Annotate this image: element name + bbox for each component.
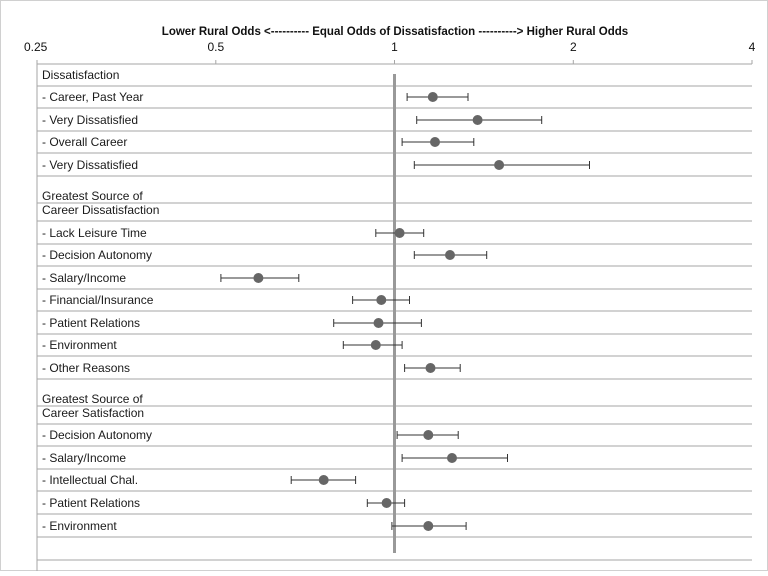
estimate-point [376,295,387,305]
estimate-point [445,250,455,260]
row-label: - Environment [42,338,117,352]
row-grid-and-labels: Dissatisfaction - Career, Past Year - Very… [37,68,752,561]
x-axis-ticks: 0.25 0.5 1 2 4 [24,40,756,64]
row-label: - Overall Career [42,135,127,149]
estimate-row [333,318,422,328]
estimate-row [352,295,410,305]
group-label-line: Career Dissatisfaction [42,203,159,217]
estimate-row [290,475,357,485]
estimate-point [381,498,392,508]
estimate-row [366,498,406,508]
row-label: - Other Reasons [42,361,130,375]
chart-title: Lower Rural Odds <---------- Equal Odds … [162,26,628,38]
estimate-row [404,363,461,373]
row-label: - Patient Relations [42,496,140,510]
estimate-row [413,250,488,260]
estimate-row [391,521,467,531]
estimate-point [318,475,329,485]
estimate-point [494,160,505,170]
x-tick-label: 1 [391,40,398,54]
estimate-row [413,160,590,170]
row-label: - Salary/Income [42,451,126,465]
x-tick-label: 0.25 [24,40,48,54]
estimate-point [430,137,440,147]
estimate-point [373,318,384,328]
estimate-row [220,273,300,283]
estimate-row [401,453,508,463]
row-label: - Decision Autonomy [42,248,152,262]
row-label: - Very Dissatisfied [42,113,138,127]
estimate-point [394,228,405,238]
estimate-row [406,92,469,102]
estimate-point [447,453,457,463]
row-label: - Environment [42,519,117,533]
estimate-row [342,340,403,350]
row-label: - Financial/Insurance [42,293,154,307]
estimate-point [427,92,438,102]
row-label: - Salary/Income [42,271,126,285]
row-label: - Intellectual Chal. [42,473,138,487]
estimate-point [423,521,434,531]
group-label-line: Greatest Source of [42,392,143,406]
estimate-point [370,340,381,350]
row-label: - Lack Leisure Time [42,226,147,240]
estimate-row [396,430,459,440]
group-label-line: Career Satisfaction [42,406,144,420]
estimate-row [401,137,475,147]
row-label: - Patient Relations [42,316,140,330]
group-label-line: Greatest Source of [42,189,143,203]
estimate-point [425,363,436,373]
x-tick-label: 0.5 [207,40,224,54]
row-label: - Very Dissatisfied [42,158,138,172]
row-label: - Career, Past Year [42,90,143,104]
estimate-marks [220,92,590,531]
x-tick-label: 2 [570,40,577,54]
estimate-row [375,228,425,238]
row-label: - Decision Autonomy [42,428,152,442]
estimate-point [253,273,264,283]
estimate-row [416,115,543,125]
x-tick-label: 4 [749,40,756,54]
row-label: Dissatisfaction [42,68,119,82]
estimate-point [472,115,483,125]
estimate-point [423,430,434,440]
